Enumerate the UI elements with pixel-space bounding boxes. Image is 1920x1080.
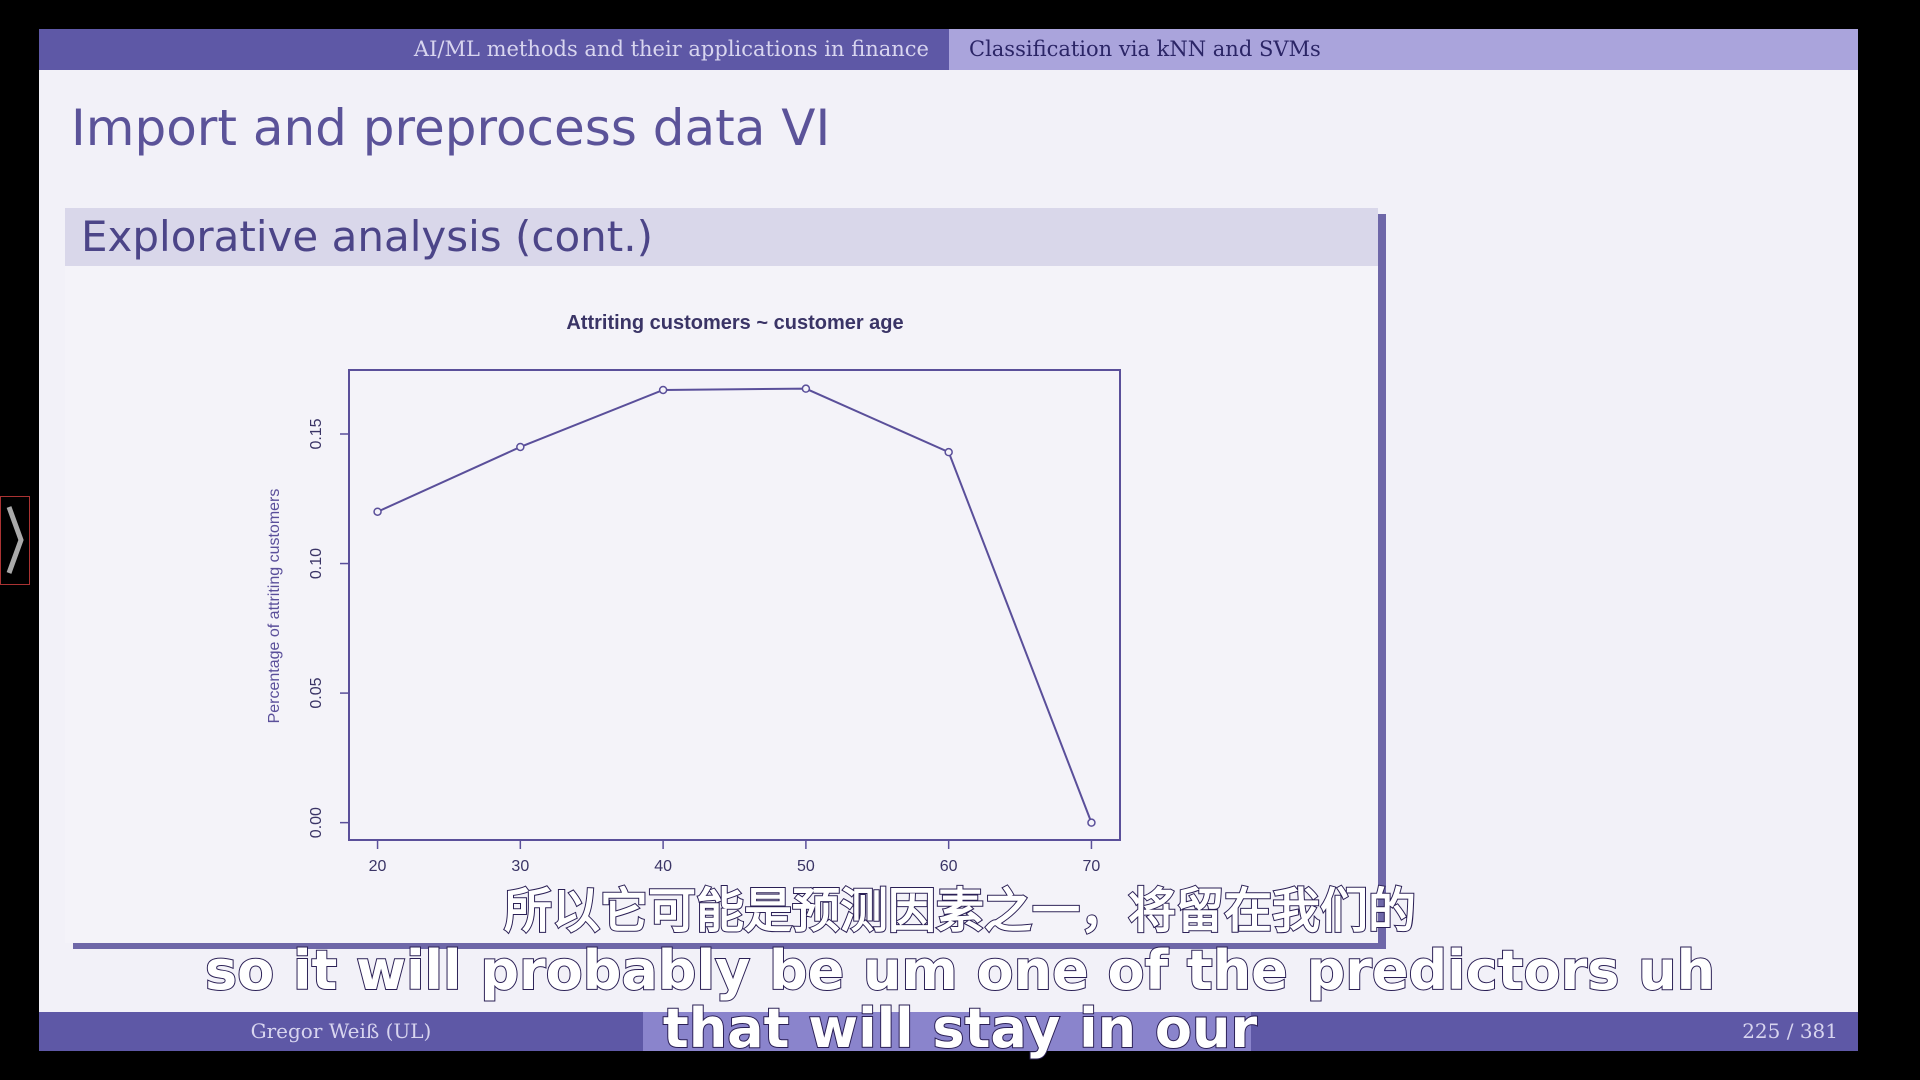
y-axis-label: Percentage of attriting customers	[266, 489, 283, 724]
slide-title: Import and preprocess data VI	[71, 99, 831, 157]
footer-page: 225 / 381	[1251, 1012, 1858, 1051]
x-tick-label: 40	[654, 858, 672, 875]
y-tick-label: 0.05	[308, 677, 325, 708]
data-point	[373, 507, 382, 516]
block: Explorative analysis (cont.)	[65, 208, 1378, 943]
x-tick-label: 50	[797, 858, 815, 875]
nav-arrow-icon	[6, 506, 24, 574]
x-tick-label: 20	[369, 858, 387, 875]
nav-arrow[interactable]	[0, 496, 30, 585]
y-tick-label: 0.15	[308, 418, 325, 449]
data-point	[658, 385, 668, 395]
chart: Attriting customers ~ customer age Perce…	[266, 312, 1121, 875]
slide: AI/ML methods and their applications in …	[39, 29, 1858, 1051]
block-title: Explorative analysis (cont.)	[65, 208, 1378, 266]
y-tick-label: 0.10	[308, 548, 325, 579]
data-point	[1087, 818, 1096, 827]
data-point	[516, 442, 525, 452]
data-line	[377, 387, 1093, 824]
plot-frame	[348, 369, 1121, 841]
subtitle-en: so it will probably be um one of the pre…	[204, 939, 1716, 1060]
chart-title: Attriting customers ~ customer age	[566, 312, 903, 334]
footer-middle	[643, 1012, 1251, 1051]
x-tick-label: 60	[940, 858, 958, 875]
header-subsection: Classification via kNN and SVMs	[949, 29, 1858, 70]
y-tick-label: 0.00	[308, 807, 325, 838]
x-tick-label: 70	[1083, 858, 1101, 875]
x-tick-label: 30	[511, 858, 529, 875]
subtitles: 所以它可能是预测因素之一，将留在我们的 so it will probably …	[180, 880, 1740, 1060]
header-section: AI/ML methods and their applications in …	[39, 29, 949, 70]
data-point	[944, 447, 953, 457]
footer-author: Gregor Weiß (UL)	[39, 1012, 643, 1051]
footer: Gregor Weiß (UL) 225 / 381	[39, 1012, 1858, 1051]
data-point	[801, 384, 811, 393]
subtitle-zh: 所以它可能是预测因素之一，将留在我们的	[503, 882, 1417, 940]
